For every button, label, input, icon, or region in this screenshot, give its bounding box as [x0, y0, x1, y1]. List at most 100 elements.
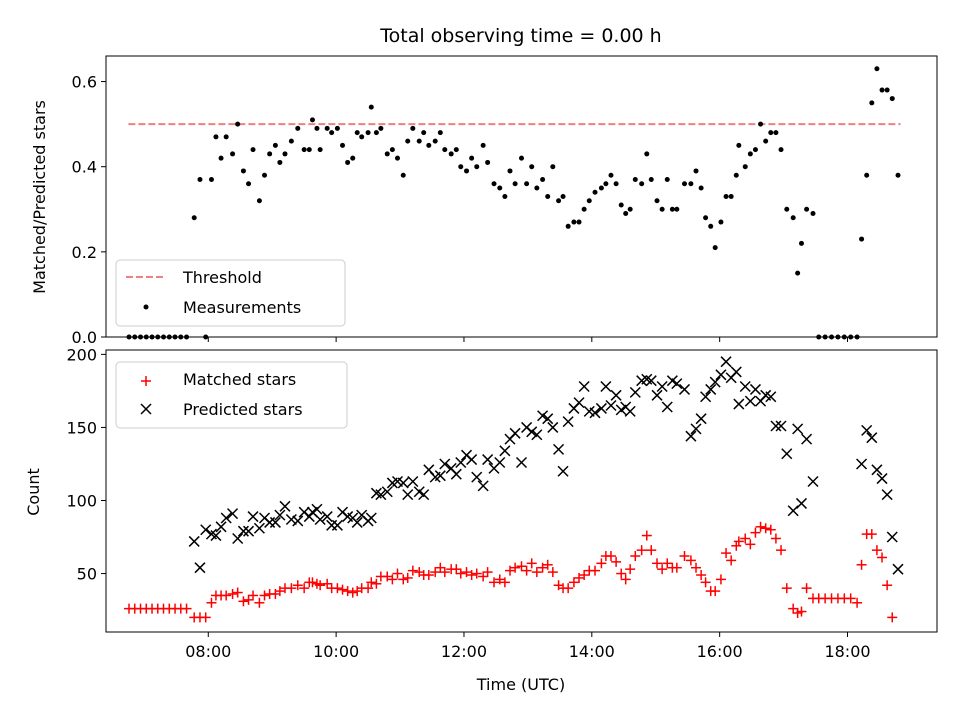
matched-stars-point [579, 570, 590, 581]
measurement-point [491, 181, 497, 187]
predicted-stars-point [418, 489, 430, 501]
measurement-point [334, 125, 340, 131]
measurement-point [345, 159, 351, 165]
predicted-stars-point [730, 366, 742, 378]
matched-stars-point [630, 551, 641, 562]
measurement-point [223, 134, 229, 140]
matched-stars-point [542, 559, 553, 570]
matched-stars-point [439, 567, 450, 578]
matched-stars-point [471, 568, 482, 579]
matched-stars-point [521, 565, 532, 576]
matched-stars-point [398, 574, 409, 585]
predicted-stars-point [499, 445, 511, 457]
matched-stars-point [671, 562, 682, 573]
matched-stars-point [200, 612, 211, 623]
measurement-point [324, 125, 330, 131]
predicted-stars-point [886, 531, 898, 543]
predicted-stars-point-b [547, 421, 559, 433]
predicted-stars-point [775, 420, 787, 432]
predicted-stars-point [515, 456, 528, 469]
predicted-stars-point-b [407, 475, 419, 488]
predicted-stars-point-b [709, 376, 721, 388]
measurement-point [688, 181, 694, 187]
predicted-stars-point [715, 369, 727, 381]
predicted-stars-point [589, 407, 601, 419]
matched-stars-point [387, 574, 398, 585]
predicted-stars-point [471, 471, 483, 483]
predicted-stars-point [876, 473, 888, 485]
measurement-point [654, 198, 660, 204]
measurement-point [306, 147, 312, 153]
predicted-stars-point-b [578, 380, 590, 393]
matched-stars-point [887, 612, 898, 623]
predicted-stars-point-b [515, 456, 528, 469]
bottom-y-tick-label: 150 [66, 418, 97, 437]
matched-stars-point [740, 533, 751, 544]
measurement-point [282, 151, 288, 157]
matched-stars-point [700, 577, 711, 588]
predicted-stars-point [509, 427, 521, 439]
predicted-stars-point-b [188, 535, 200, 547]
measurement-point [669, 206, 675, 212]
predicted-stars-point [321, 511, 333, 523]
predicted-stars-point-b [455, 456, 467, 469]
top-legend: Threshold Measurements [115, 259, 346, 327]
predicted-stars-point [562, 416, 574, 428]
matched-stars-point [482, 567, 493, 578]
matched-stars-point [657, 564, 668, 575]
predicted-stars-point-b [744, 395, 756, 407]
predicted-stars-point [866, 432, 878, 444]
predicted-stars-point [466, 454, 478, 466]
matched-stars-point [715, 574, 726, 585]
matched-stars-point [852, 597, 863, 608]
predicted-stars-point [381, 486, 393, 498]
matched-stars-point [423, 570, 434, 581]
predicted-stars-point [744, 395, 756, 407]
predicted-stars-point [807, 475, 819, 488]
measurement-point [329, 130, 335, 136]
predicted-stars-point-b [770, 420, 782, 432]
predicted-stars-point-b [210, 530, 222, 542]
measurement-point [644, 151, 650, 157]
measurement-point [314, 125, 320, 131]
bottom-panel: 50 100 150 200 08:00 10:00 12:00 14:00 16:00 18:0… [66, 345, 938, 661]
predicted-stars-point-b [733, 398, 745, 410]
predicted-stars-point [781, 448, 793, 460]
matched-stars-point [641, 530, 652, 541]
measurement-point [197, 176, 203, 182]
predicted-stars-point [269, 516, 281, 528]
predicted-stars-point-b [237, 525, 249, 537]
matched-stars-point [662, 558, 673, 569]
predicted-stars-point-b [351, 516, 363, 528]
matched-stars-point [455, 568, 466, 579]
predicted-stars-point-b [678, 383, 691, 395]
measurement-point [365, 130, 371, 136]
matched-stars-point [337, 584, 348, 595]
predicted-stars-point-b [629, 386, 641, 398]
predicted-stars-point-b [700, 391, 712, 403]
predicted-stars-point [749, 383, 761, 395]
predicted-stars-point [434, 470, 446, 482]
bottom-axes-frame [105, 349, 938, 633]
measurement-point [664, 176, 670, 182]
bottom-y-tick-label: 200 [66, 345, 97, 364]
predicted-stars-point [402, 489, 414, 501]
predicted-stars-point-b [200, 524, 212, 536]
measurement-point [623, 211, 629, 217]
predicted-stars-point-b [656, 380, 668, 393]
predicted-stars-point [188, 535, 200, 547]
matched-stars-point [407, 565, 418, 576]
measurement-point [507, 168, 513, 174]
predicted-stars-point-b [331, 519, 343, 531]
predicted-stars-point-b [720, 356, 732, 368]
measurement-point [405, 138, 411, 144]
predicted-stars-point-b [526, 426, 538, 438]
measurement-point [742, 164, 748, 170]
matched-stars-point [299, 583, 310, 594]
matched-stars-point [590, 565, 601, 576]
measurement-point [889, 96, 895, 102]
matched-stars-point [616, 568, 627, 579]
matched-stars-point [611, 556, 622, 567]
measurement-point [458, 164, 464, 170]
